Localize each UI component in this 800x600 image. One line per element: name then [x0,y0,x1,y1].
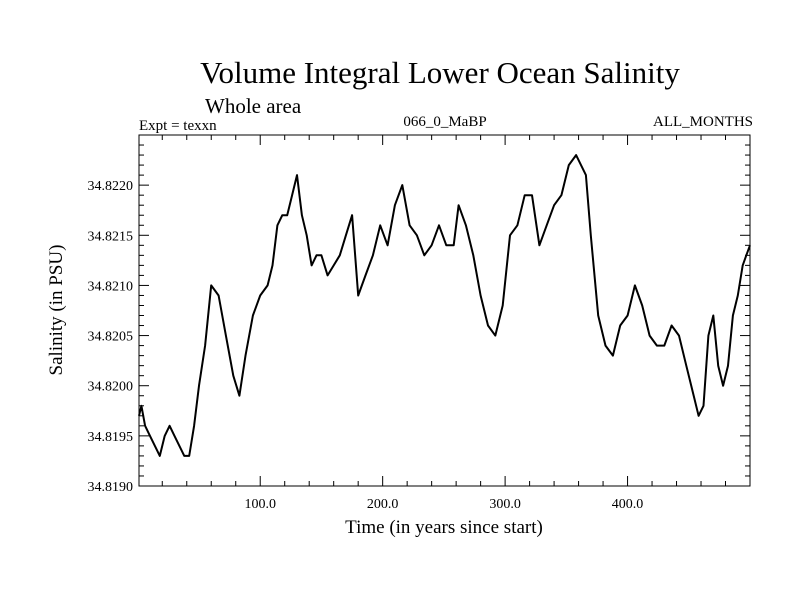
x-tick-label: 400.0 [612,497,644,512]
header-left-expt: Expt = texxn [139,118,217,134]
y-axis-label: Salinity (in PSU) [46,245,67,376]
plot-area: 100.0 200.0 300.0 400.0 34.8190 34.8195 34.820… [88,134,751,512]
chart-subtitle: Whole area [205,94,302,118]
y-tick-label: 34.8190 [88,480,134,495]
y-tick-label: 34.8220 [88,179,134,194]
series-line-salinity [138,154,751,457]
x-tick-label: 300.0 [489,497,521,512]
header-right-months: ALL_MONTHS [653,114,753,130]
x-axis-label: Time (in years since start) [345,517,543,538]
y-tick-label: 34.8210 [88,279,134,294]
y-tick-label: 34.8195 [88,430,134,445]
y-tick-label: 34.8200 [88,380,134,395]
y-tick-label: 34.8205 [88,330,134,345]
x-tick-label: 100.0 [244,497,276,512]
plot-frame [138,134,751,487]
x-tick-label: 200.0 [367,497,399,512]
chart-title: Volume Integral Lower Ocean Salinity [200,55,680,90]
y-tick-label: 34.8215 [88,229,134,244]
header-center-run: 066_0_MaBP [403,114,486,130]
